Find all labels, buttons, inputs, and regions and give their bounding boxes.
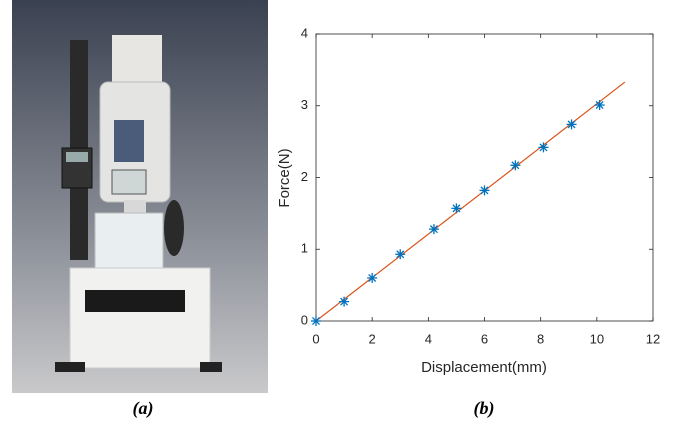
y-tick-label: 0 [301, 312, 308, 327]
x-tick-label: 2 [369, 331, 376, 346]
data-point [428, 224, 439, 235]
marker-stroke [595, 101, 604, 110]
data-point [510, 160, 521, 171]
marker-stroke [452, 204, 461, 213]
data-point [594, 100, 605, 111]
marker-stroke [312, 317, 320, 325]
y-tick-label: 3 [301, 97, 308, 112]
x-tick-label: 6 [481, 331, 488, 346]
data-point [311, 316, 321, 326]
data-point [479, 185, 490, 196]
photo [12, 0, 268, 393]
caption: (b) [474, 398, 495, 419]
y-tick-label: 4 [301, 25, 308, 40]
x-tick-label: 12 [646, 331, 660, 346]
data-point [451, 203, 462, 214]
y-tick-label: 1 [301, 241, 308, 256]
data-point [339, 296, 350, 307]
y-axis-label: Force(N) [276, 148, 293, 207]
caption: (a) [133, 398, 154, 419]
y-tick-label: 2 [301, 169, 308, 184]
marker-stroke [340, 297, 349, 306]
marker-stroke [567, 120, 576, 129]
data-point [566, 119, 577, 130]
plot-frame [315, 33, 654, 322]
data-point [395, 249, 406, 260]
marker-stroke [480, 186, 489, 195]
x-axis-label: Displacement(mm) [421, 359, 547, 376]
marker-stroke [539, 143, 548, 152]
x-tick-label: 4 [425, 331, 432, 346]
x-tick-label: 10 [590, 331, 604, 346]
x-tick-label: 8 [537, 331, 544, 346]
data-point [538, 142, 549, 153]
marker-stroke [396, 250, 405, 259]
data-point [367, 272, 378, 283]
marker-stroke [511, 161, 520, 170]
x-tick-label: 0 [312, 331, 319, 346]
marker-stroke [429, 225, 438, 234]
marker-stroke [368, 273, 377, 282]
